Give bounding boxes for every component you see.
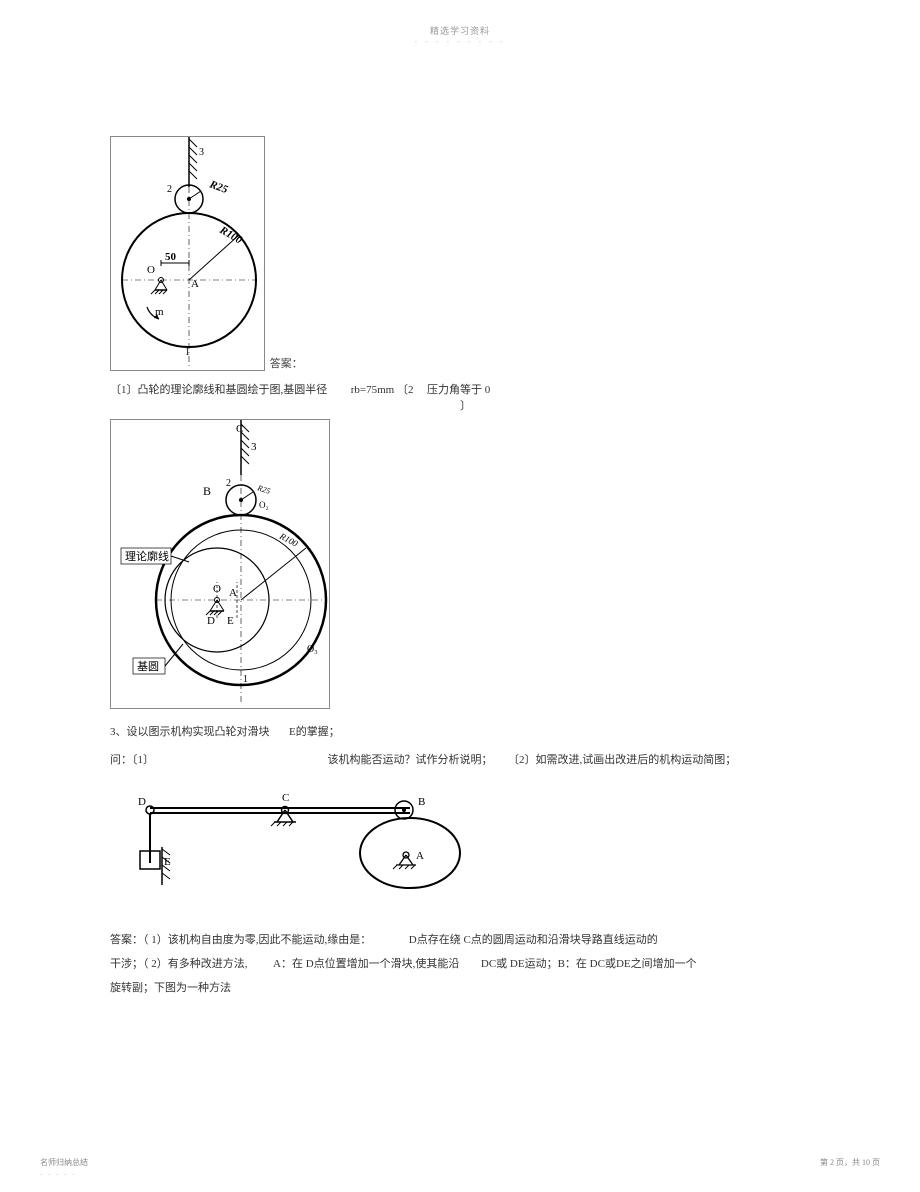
- ans1-part4: 〕: [460, 397, 471, 413]
- svg-text:B: B: [418, 796, 425, 808]
- svg-text:m: m: [155, 306, 164, 318]
- svg-text:3: 3: [251, 441, 257, 453]
- svg-text:1: 1: [243, 674, 248, 685]
- svg-text:O₂: O₂: [259, 500, 269, 510]
- answer-2-line1: 答案：（ 1）该机构自由度为零,因此不能运动,缘由是： D点存在绕 C点的圆周运…: [110, 931, 810, 947]
- q3-line1: 3、设以图示机构实现凸轮对滑块 E的掌握；: [110, 723, 810, 739]
- svg-text:C: C: [236, 423, 243, 435]
- q3-line2: 问：〔1〕 该机构能否运动？试作分析说明； 〔2〕如需改进,试画出改进后的机构运…: [110, 751, 810, 767]
- a2-l1a: 答案：（ 1）该机构自由度为零,因此不能运动,缘由是：: [110, 931, 371, 947]
- q3-q2: 该机构能否运动？试作分析说明；: [328, 751, 493, 767]
- svg-text:O: O: [213, 583, 221, 595]
- answer-1-text: 〔1〕凸轮的理论廓线和基圆绘于图,基圆半径 rb=75mm 〔2 压力角等于 0…: [110, 381, 810, 413]
- svg-text:50: 50: [165, 251, 177, 263]
- a2-l2a: 干涉；（ 2）有多种改进方法,: [110, 955, 248, 971]
- q3-q3: 〔2〕如需改进,试画出改进后的机构运动简图；: [508, 751, 736, 767]
- svg-text:1: 1: [185, 347, 190, 358]
- q3-p2: E的掌握；: [289, 723, 340, 739]
- svg-text:2: 2: [226, 478, 231, 489]
- ans1-part2: rb=75mm 〔2: [351, 381, 414, 397]
- ans1-part3: 压力角等于 0: [427, 381, 490, 397]
- footer-dots-left: - - - - -: [40, 1170, 77, 1178]
- figure-2: C 3 2 B R25 O₂ R100 理论廓线 基圆: [110, 419, 330, 709]
- ans1-part1: 〔1〕凸轮的理论廓线和基圆绘于图,基圆半径: [110, 381, 327, 397]
- q3-p1: 3、设以图示机构实现凸轮对滑块: [110, 723, 270, 739]
- svg-text:D: D: [207, 615, 215, 627]
- figure-1-wrap: 3 2 R25 R100 O: [110, 136, 810, 371]
- q3-q1: 问：〔1〕: [110, 751, 154, 767]
- a2-l1b: D点存在绕 C点的圆周运动和沿滑块导路直线运动的: [409, 931, 658, 947]
- svg-text:D: D: [138, 796, 146, 808]
- svg-text:E: E: [164, 856, 171, 868]
- svg-text:R25: R25: [255, 483, 271, 496]
- svg-text:E: E: [227, 615, 234, 627]
- svg-text:O₃: O₃: [307, 644, 318, 655]
- page-header-dots: - - - - - - - - -: [0, 37, 920, 46]
- svg-text:R100: R100: [277, 530, 300, 548]
- svg-text:C: C: [282, 792, 289, 804]
- svg-text:基圆: 基圆: [137, 660, 159, 673]
- a2-l2b: A：在 D点位置增加一个滑块,使其能沿: [273, 955, 459, 971]
- svg-text:3: 3: [199, 147, 204, 158]
- answer-label-1: 答案：: [270, 355, 303, 371]
- figure-3: D E C B: [110, 773, 500, 913]
- svg-text:A: A: [416, 850, 424, 862]
- svg-text:A: A: [191, 278, 199, 290]
- a2-l2c: DC或 DE运动；B：在 DC或DE之间增加一个: [481, 955, 697, 971]
- answer-2-line3: 旋转副；下图为一种方法: [110, 979, 810, 995]
- svg-text:O: O: [147, 264, 155, 276]
- svg-text:A: A: [229, 587, 237, 599]
- a2-l3: 旋转副；下图为一种方法: [110, 979, 231, 995]
- svg-text:B: B: [203, 484, 211, 498]
- footer-left: 名师归纳总结: [40, 1157, 88, 1168]
- answer-2-line2: 干涉；（ 2）有多种改进方法, A：在 D点位置增加一个滑块,使其能沿 DC或 …: [110, 955, 810, 971]
- page-header-text: 精选学习资料: [0, 0, 920, 37]
- page-content: 3 2 R25 R100 O: [0, 46, 920, 995]
- figure-1: 3 2 R25 R100 O: [110, 136, 265, 371]
- svg-text:2: 2: [167, 184, 172, 195]
- footer-right: 第 2 页，共 10 页: [820, 1157, 880, 1168]
- svg-text:理论廓线: 理论廓线: [125, 549, 169, 563]
- svg-text:R25: R25: [207, 178, 230, 196]
